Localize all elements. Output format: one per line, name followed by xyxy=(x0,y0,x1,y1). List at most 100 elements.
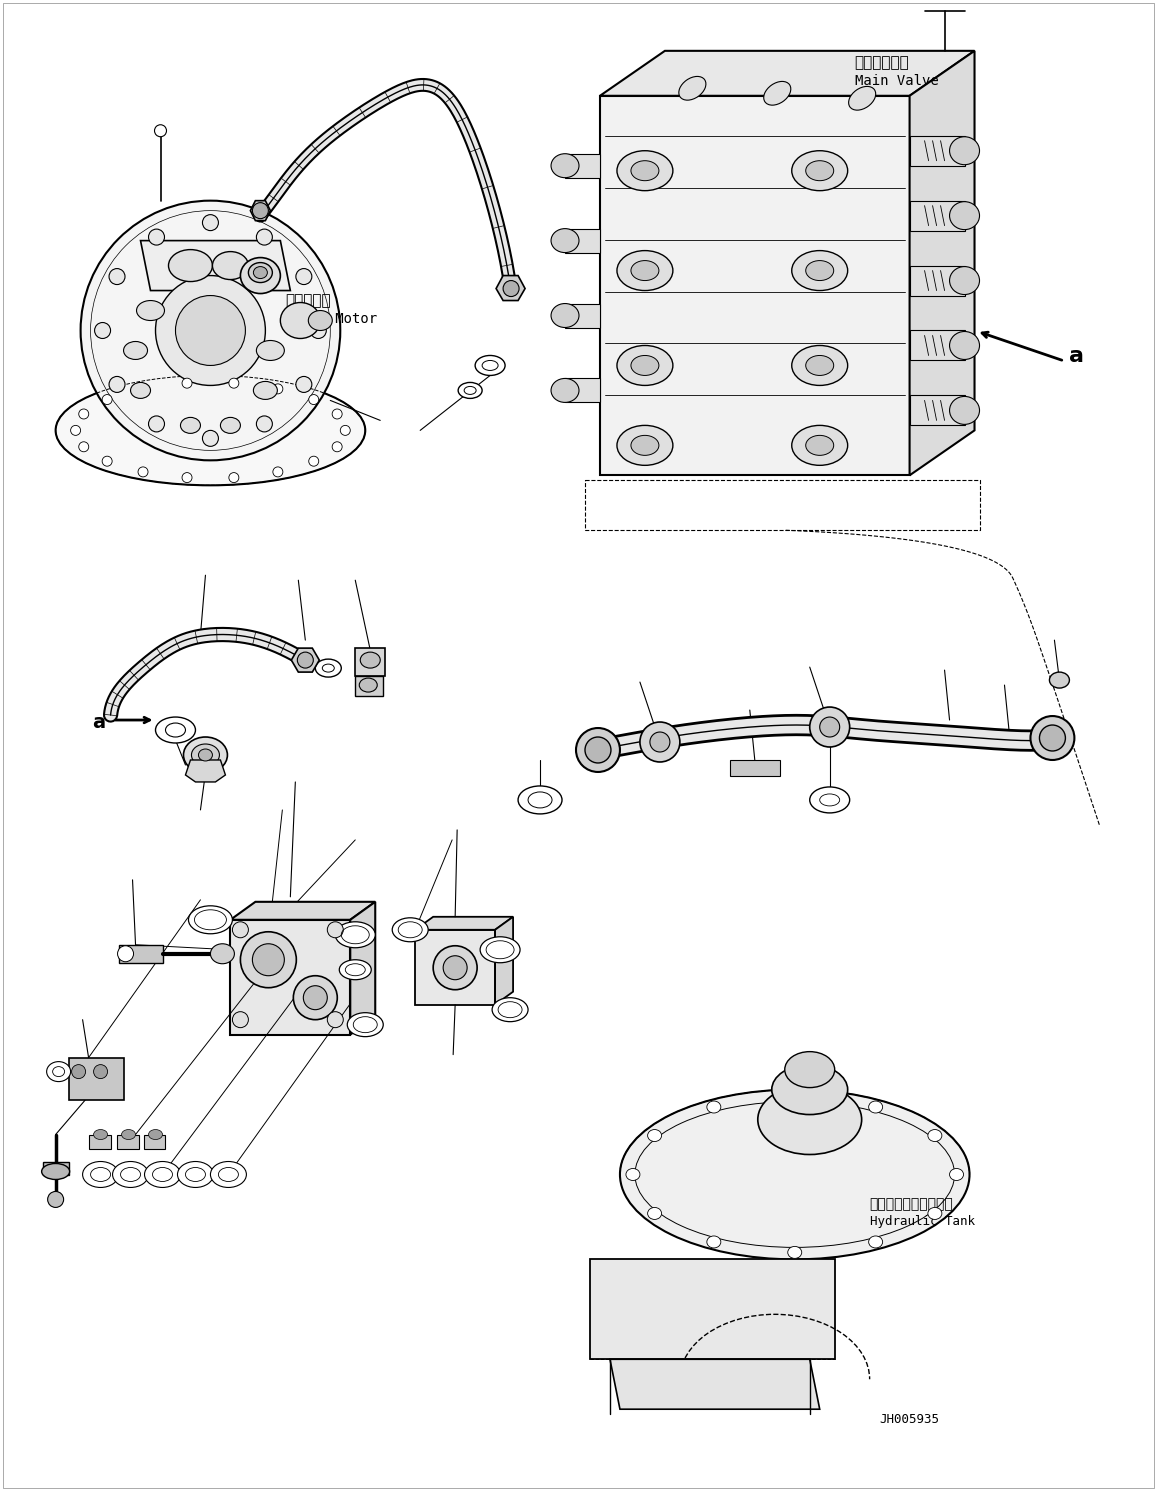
Ellipse shape xyxy=(640,722,680,762)
Ellipse shape xyxy=(309,395,318,404)
Ellipse shape xyxy=(339,960,371,980)
Bar xyxy=(355,675,383,696)
Ellipse shape xyxy=(42,1163,69,1179)
Ellipse shape xyxy=(950,331,980,359)
Ellipse shape xyxy=(294,975,338,1020)
Ellipse shape xyxy=(1031,716,1075,760)
Ellipse shape xyxy=(707,1100,721,1112)
Bar xyxy=(89,1135,111,1148)
Ellipse shape xyxy=(112,1161,148,1187)
Ellipse shape xyxy=(551,304,578,328)
Ellipse shape xyxy=(626,1169,640,1181)
Ellipse shape xyxy=(309,456,318,467)
Ellipse shape xyxy=(819,717,840,737)
Polygon shape xyxy=(610,1360,819,1409)
Ellipse shape xyxy=(81,201,340,461)
Ellipse shape xyxy=(241,258,280,294)
Text: Hydraulic Tank: Hydraulic Tank xyxy=(870,1215,974,1229)
Ellipse shape xyxy=(102,395,112,404)
Ellipse shape xyxy=(148,1130,162,1139)
Ellipse shape xyxy=(327,1012,344,1027)
Ellipse shape xyxy=(1039,725,1066,751)
Ellipse shape xyxy=(137,301,164,321)
Ellipse shape xyxy=(211,1161,246,1187)
Ellipse shape xyxy=(296,268,312,285)
Ellipse shape xyxy=(296,376,312,392)
Ellipse shape xyxy=(950,201,980,230)
Bar xyxy=(909,136,965,166)
Ellipse shape xyxy=(617,250,673,291)
Ellipse shape xyxy=(347,1012,383,1036)
Ellipse shape xyxy=(184,737,228,772)
Ellipse shape xyxy=(131,382,150,398)
Ellipse shape xyxy=(79,441,89,452)
Ellipse shape xyxy=(155,276,265,386)
Polygon shape xyxy=(415,930,495,1005)
Bar xyxy=(68,1057,124,1099)
Ellipse shape xyxy=(303,986,327,1009)
Ellipse shape xyxy=(199,748,213,760)
Ellipse shape xyxy=(788,1090,802,1102)
Ellipse shape xyxy=(297,652,314,668)
Ellipse shape xyxy=(177,1161,213,1187)
Ellipse shape xyxy=(308,310,332,331)
Ellipse shape xyxy=(191,744,220,766)
Polygon shape xyxy=(600,51,974,95)
Ellipse shape xyxy=(109,268,125,285)
Ellipse shape xyxy=(810,707,849,747)
Ellipse shape xyxy=(848,86,876,110)
Ellipse shape xyxy=(791,346,848,386)
Ellipse shape xyxy=(148,230,164,245)
Ellipse shape xyxy=(280,303,320,338)
Ellipse shape xyxy=(480,936,519,963)
Ellipse shape xyxy=(788,1246,802,1258)
Ellipse shape xyxy=(805,261,834,280)
Polygon shape xyxy=(292,649,319,672)
Ellipse shape xyxy=(492,997,528,1021)
Polygon shape xyxy=(415,917,513,930)
Ellipse shape xyxy=(249,262,272,283)
Polygon shape xyxy=(250,201,271,221)
Polygon shape xyxy=(600,95,909,476)
Ellipse shape xyxy=(72,1065,86,1078)
Text: 旋回モータ: 旋回モータ xyxy=(286,294,331,309)
Ellipse shape xyxy=(631,435,658,455)
Polygon shape xyxy=(230,902,375,920)
Bar xyxy=(565,228,600,252)
Ellipse shape xyxy=(791,151,848,191)
Ellipse shape xyxy=(94,1065,108,1078)
Ellipse shape xyxy=(648,1130,662,1142)
Ellipse shape xyxy=(47,1191,64,1208)
Ellipse shape xyxy=(679,76,706,100)
Bar xyxy=(909,395,965,425)
Ellipse shape xyxy=(869,1236,883,1248)
Ellipse shape xyxy=(784,1051,834,1087)
Ellipse shape xyxy=(1049,672,1069,687)
Bar xyxy=(909,265,965,295)
Ellipse shape xyxy=(433,945,477,990)
Ellipse shape xyxy=(476,355,506,376)
Ellipse shape xyxy=(310,322,326,338)
Ellipse shape xyxy=(229,473,238,483)
Text: a: a xyxy=(93,713,105,732)
Ellipse shape xyxy=(869,1100,883,1112)
Text: メインバルブ: メインバルブ xyxy=(855,55,909,70)
Bar xyxy=(909,201,965,231)
Ellipse shape xyxy=(340,425,351,435)
Text: JH005935: JH005935 xyxy=(879,1412,939,1425)
Ellipse shape xyxy=(392,918,428,942)
Ellipse shape xyxy=(617,346,673,386)
Ellipse shape xyxy=(810,787,849,813)
Ellipse shape xyxy=(138,467,148,477)
Ellipse shape xyxy=(551,228,578,252)
Ellipse shape xyxy=(71,425,81,435)
Ellipse shape xyxy=(211,944,235,963)
Ellipse shape xyxy=(229,379,238,388)
Ellipse shape xyxy=(551,379,578,403)
Ellipse shape xyxy=(648,1208,662,1220)
Ellipse shape xyxy=(518,786,562,814)
Ellipse shape xyxy=(950,1169,964,1181)
Text: ハイドロリックタンク: ハイドロリックタンク xyxy=(870,1197,953,1212)
Bar xyxy=(117,1135,139,1148)
Bar xyxy=(565,154,600,177)
